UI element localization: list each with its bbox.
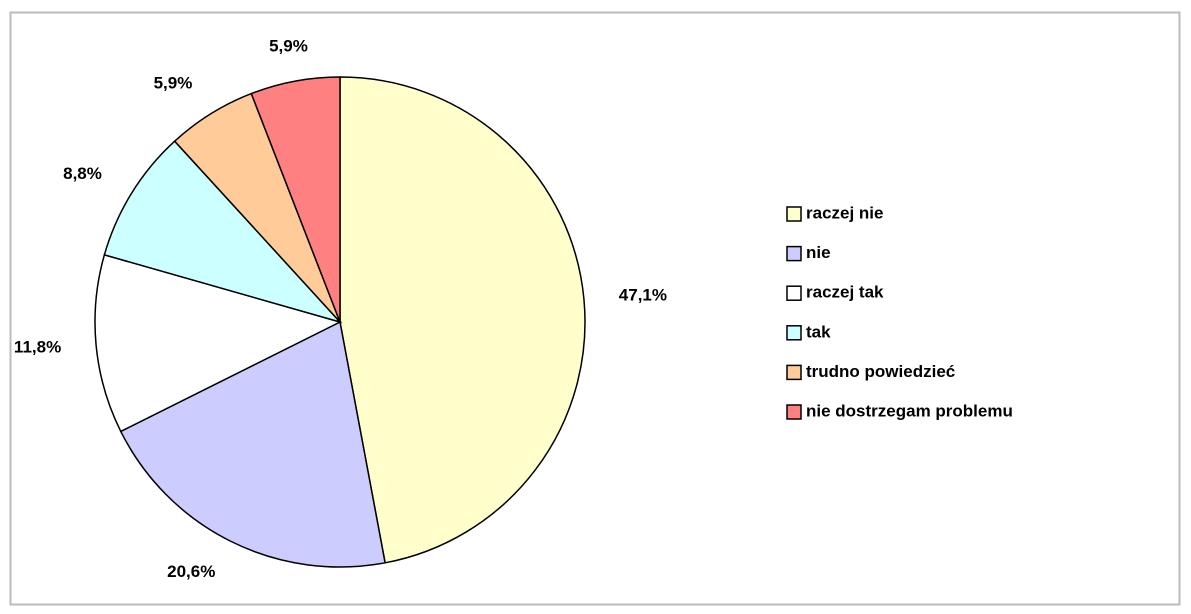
legend-swatch [786,364,802,381]
data-label: 8,8% [63,164,102,183]
legend-label: raczej tak [806,283,884,302]
pie-slice [119,320,386,568]
legend-label: tak [806,322,831,341]
data-label: 20,6% [167,562,215,581]
legend-swatch [786,325,802,341]
data-label: 5,9% [154,74,193,93]
legend-swatch [786,404,802,420]
data-label: 47,1% [619,286,667,305]
legend-swatch [786,245,802,262]
pie-slice [250,76,341,323]
pie-slice [339,76,586,564]
data-label: 11,8% [14,337,61,356]
legend-label: trudno powiedzieć [806,362,955,381]
legend-swatch [786,285,802,301]
pie-slice [103,140,343,324]
legend-label: nie [806,243,831,262]
legend-swatch [786,206,802,222]
legend-label: nie dostrzegam problemu [806,401,1013,420]
legend-label: raczej nie [806,203,884,222]
data-label: 5,9% [269,36,308,55]
pie-slice [94,253,343,433]
